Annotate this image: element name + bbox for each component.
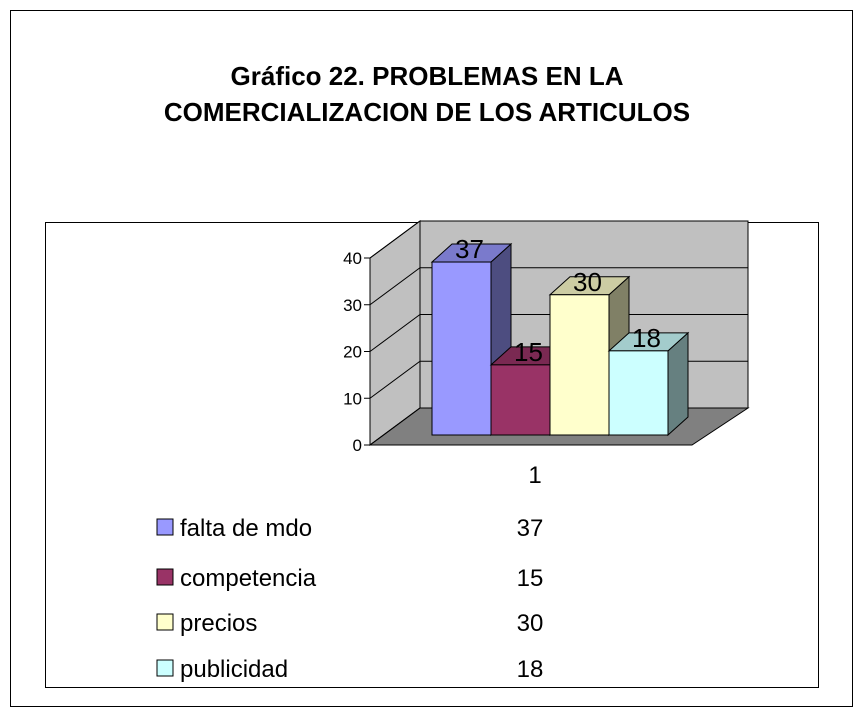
grid-line xyxy=(369,220,748,259)
data-label: 18 xyxy=(632,323,661,353)
table-value: 30 xyxy=(517,610,544,637)
table-value: 18 xyxy=(517,656,544,683)
legend-label: publicidad xyxy=(180,656,288,683)
bar xyxy=(431,261,492,436)
data-label: 37 xyxy=(455,234,484,264)
grid-line xyxy=(369,314,748,352)
grid-line xyxy=(369,267,748,306)
y-tick-label: 30 xyxy=(343,296,362,315)
bar xyxy=(490,364,551,436)
legend-key xyxy=(156,518,174,536)
legend-label: falta de mdo xyxy=(180,515,312,542)
x-tick-label: 1 xyxy=(528,462,541,489)
legend-label: competencia xyxy=(180,565,317,592)
chart-title: Gráfico 22. PROBLEMAS EN LA COMERCIALIZA… xyxy=(163,61,691,127)
bar xyxy=(549,294,610,436)
legend-key xyxy=(156,613,174,631)
y-tick-label: 20 xyxy=(343,343,362,362)
legend-label: precios xyxy=(180,610,257,637)
table-value: 15 xyxy=(517,565,544,592)
bar xyxy=(608,350,669,436)
y-tick-label: 40 xyxy=(343,249,362,268)
legend-key xyxy=(156,568,174,586)
data-label: 15 xyxy=(514,337,543,367)
legend-key xyxy=(156,659,174,677)
table-value: 37 xyxy=(517,515,544,542)
y-tick-label: 10 xyxy=(343,389,362,408)
data-label: 30 xyxy=(573,267,602,297)
y-tick-label: 0 xyxy=(353,436,362,455)
